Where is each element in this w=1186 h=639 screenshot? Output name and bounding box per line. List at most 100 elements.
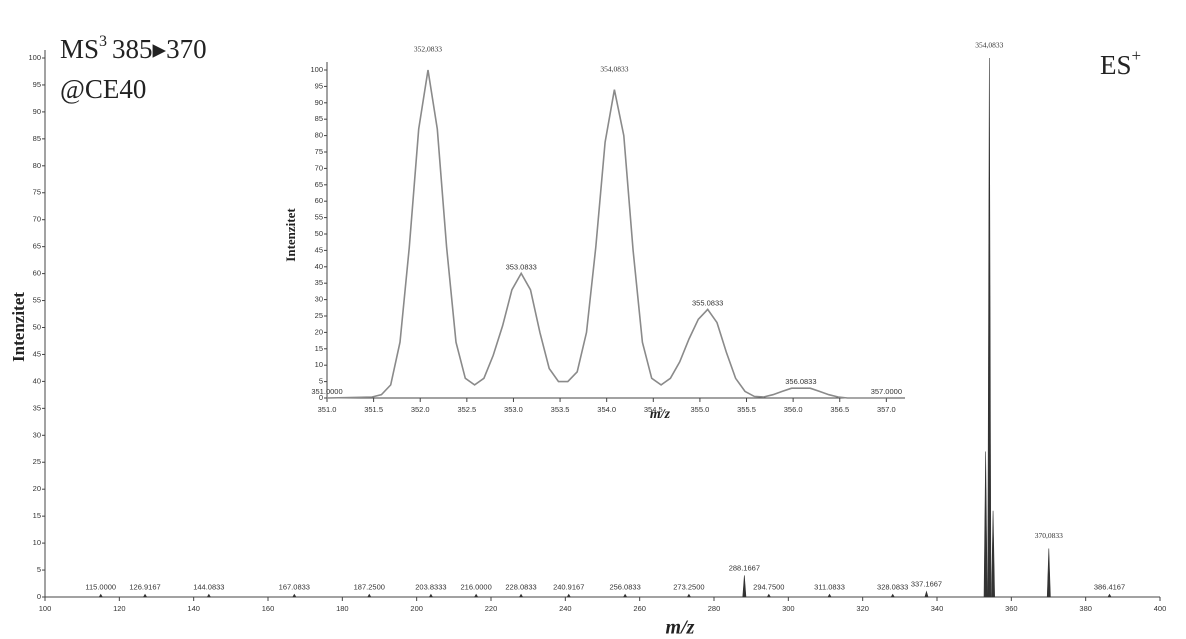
mode-text: ES <box>1100 50 1132 80</box>
peak-label: 240.9167 <box>553 582 584 591</box>
peak-label: 126.9167 <box>129 582 160 591</box>
x-tick-label: 140 <box>187 604 200 613</box>
x-tick-label: 351.5 <box>364 405 383 414</box>
y-axis-label: Intenzitet <box>283 208 298 262</box>
y-tick-label: 20 <box>315 327 323 336</box>
y-tick-label: 30 <box>315 295 323 304</box>
peak-label: 355.0833 <box>692 298 723 307</box>
peak-label: 216.0000 <box>460 582 491 591</box>
y-tick-label: 40 <box>33 376 41 385</box>
peak <box>991 510 995 598</box>
y-tick-label: 45 <box>315 245 323 254</box>
x-tick-label: 400 <box>1154 604 1167 613</box>
peak-label: 337.1667 <box>911 580 942 589</box>
peak-label: 294.7500 <box>753 582 784 591</box>
x-tick-label: 100 <box>39 604 52 613</box>
peak <box>890 593 895 598</box>
y-tick-label: 25 <box>315 311 323 320</box>
y-tick-label: 80 <box>315 131 323 140</box>
y-tick-label: 60 <box>33 269 41 278</box>
y-tick-label: 35 <box>315 278 323 287</box>
y-tick-label: 35 <box>33 403 41 412</box>
peak-label: 203.8333 <box>415 582 446 591</box>
ms-transition: 385▸370 <box>112 34 207 64</box>
peak <box>518 593 524 598</box>
x-tick-label: 356.0 <box>784 405 803 414</box>
ms-text: MS <box>60 34 99 64</box>
x-tick-label: 353.0 <box>504 405 523 414</box>
y-tick-label: 15 <box>315 344 323 353</box>
y-tick-label: 25 <box>33 457 41 466</box>
y-tick-label: 75 <box>315 147 323 156</box>
peak-label: 256.0833 <box>609 582 640 591</box>
y-tick-label: 20 <box>33 484 41 493</box>
y-tick-label: 95 <box>33 80 41 89</box>
x-tick-label: 357.0 <box>877 405 896 414</box>
y-tick-label: 10 <box>33 538 41 547</box>
peak-label: 357.0000 <box>871 387 902 396</box>
peak-label: 167.0833 <box>279 582 310 591</box>
y-tick-label: 10 <box>315 360 323 369</box>
peak-label: 144.0833 <box>193 582 224 591</box>
peak <box>742 575 747 598</box>
y-tick-label: 40 <box>315 262 323 271</box>
y-tick-label: 100 <box>310 65 323 74</box>
y-tick-label: 85 <box>315 114 323 123</box>
x-tick-label: 280 <box>708 604 721 613</box>
peak <box>206 593 211 598</box>
x-tick-label: 200 <box>410 604 423 613</box>
x-tick-label: 353.5 <box>551 405 570 414</box>
y-tick-label: 50 <box>33 322 41 331</box>
peak-label: 356.0833 <box>785 377 816 386</box>
x-tick-label: 354.5 <box>644 405 663 414</box>
x-tick-label: 360 <box>1005 604 1018 613</box>
y-tick-label: 55 <box>315 213 323 222</box>
peak <box>367 593 372 598</box>
x-tick-label: 352.0 <box>411 405 430 414</box>
peak-label: 328.0833 <box>877 582 908 591</box>
peak-label: 370,0833 <box>1035 531 1063 540</box>
peak <box>566 593 571 598</box>
peak <box>983 451 988 598</box>
inset-chart: 0 5 10 15 20 25 30 35 40 45 50 55 60 65 70 75 80 85 90 95 10… <box>283 45 905 422</box>
x-tick-label: 351.0 <box>318 405 337 414</box>
peak <box>428 593 434 598</box>
peak-label: 228.0833 <box>505 582 536 591</box>
main-chart: 0510152025303540455055606570758085909510… <box>9 41 1166 639</box>
inset-background <box>288 42 912 422</box>
y-tick-label: 5 <box>37 565 41 574</box>
x-tick-label: 220 <box>485 604 498 613</box>
peak <box>622 593 628 598</box>
y-tick-label: 50 <box>315 229 323 238</box>
y-tick-label: 65 <box>315 180 323 189</box>
mode-sup: + <box>1132 46 1142 65</box>
ms-label: MS3 385▸370 <box>60 33 207 65</box>
y-tick-label: 70 <box>315 163 323 172</box>
peak-label: 115.0000 <box>85 582 116 591</box>
peak <box>766 593 771 598</box>
peak-label: 353.0833 <box>506 262 537 271</box>
peak-label: 354,0833 <box>975 41 1003 50</box>
x-tick-label: 320 <box>856 604 869 613</box>
y-tick-label: 85 <box>33 134 41 143</box>
peak-label: 288.1667 <box>729 563 760 572</box>
x-axis-label: m/z <box>666 617 695 639</box>
mode-label: ES+ <box>1100 46 1141 80</box>
x-tick-label: 340 <box>931 604 944 613</box>
peak <box>98 593 103 598</box>
y-tick-label: 30 <box>33 430 41 439</box>
peak-label: 273.2500 <box>673 582 704 591</box>
peak <box>987 57 992 598</box>
peak-label: 351.0000 <box>311 387 342 396</box>
peak <box>827 593 832 598</box>
x-tick-label: 352.5 <box>457 405 476 414</box>
x-tick-label: 160 <box>262 604 275 613</box>
peak <box>1107 593 1112 598</box>
peak <box>686 593 692 598</box>
peak-label: 352,0833 <box>414 45 442 54</box>
ms-sup: 3 <box>99 33 107 50</box>
x-tick-label: 355.0 <box>691 405 710 414</box>
peak <box>1046 548 1051 598</box>
